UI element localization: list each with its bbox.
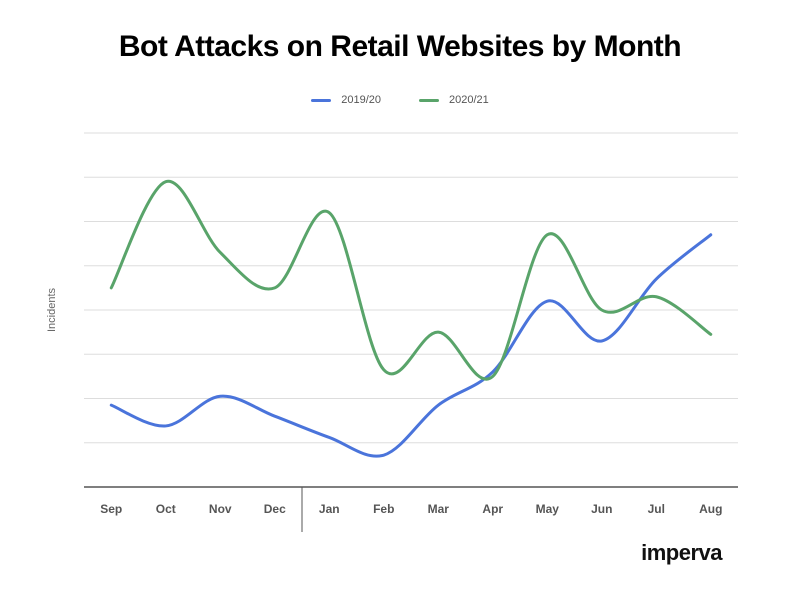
legend-label-series-2: 2020/21: [449, 94, 489, 106]
x-tick-label: Jan: [319, 502, 340, 516]
x-tick-label: Mar: [428, 502, 450, 516]
x-tick-label: Oct: [156, 502, 176, 516]
x-tick-label: Feb: [373, 502, 394, 516]
legend-item-series-1[interactable]: 2019/20: [311, 94, 381, 106]
x-tick-label: Jun: [591, 502, 612, 516]
imperva-logo: imperva: [641, 540, 722, 565]
legend-label-series-1: 2019/20: [341, 94, 381, 106]
x-tick-label: Jul: [648, 502, 665, 516]
x-tick-label: Dec: [264, 502, 286, 516]
x-tick-label: Sep: [100, 502, 122, 516]
legend-swatch-series-2: [419, 98, 439, 102]
series-lines: [109, 180, 713, 458]
chart-legend: 2019/20 2020/21: [0, 94, 800, 106]
legend-swatch-series-1: [311, 98, 332, 102]
x-tick-label: May: [536, 502, 560, 516]
legend-item-series-2[interactable]: 2020/21: [419, 94, 489, 106]
gridlines: [84, 132, 738, 488]
x-tick-label: Apr: [482, 502, 503, 516]
chart-title: Bot Attacks on Retail Websites by Month: [118, 30, 682, 63]
x-axis-ticks: Sep Oct Nov Dec Jan Feb Mar Apr May Jun Jul Aug: [100, 502, 722, 516]
x-tick-label: Aug: [699, 502, 722, 516]
series-line-2[interactable]: [109, 180, 713, 381]
x-tick-label: Nov: [209, 502, 232, 516]
series-line-1[interactable]: [109, 233, 713, 458]
